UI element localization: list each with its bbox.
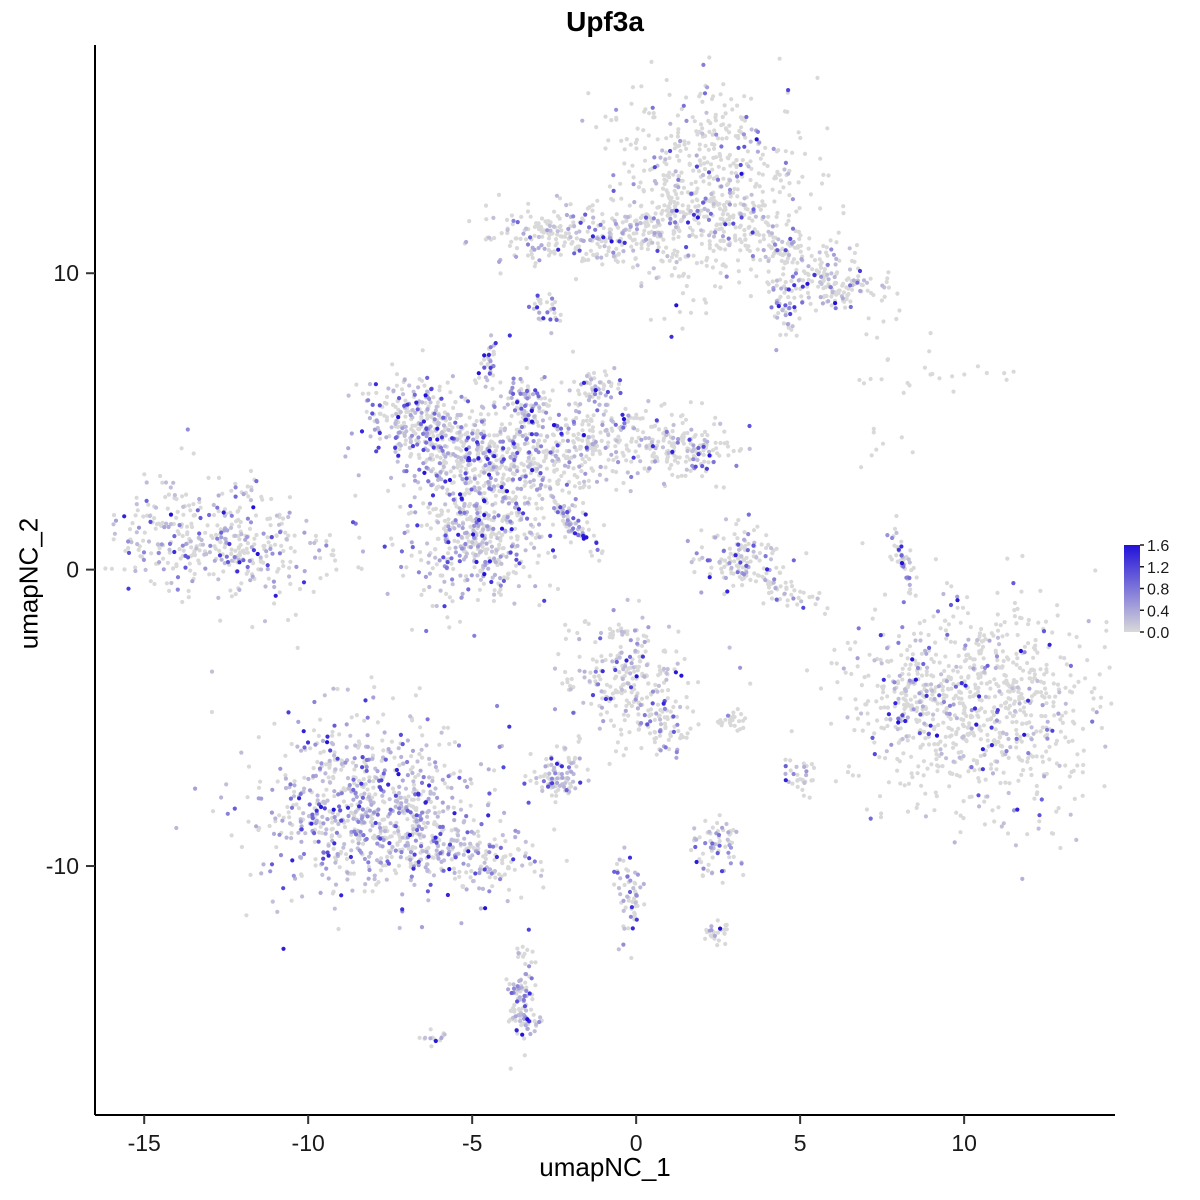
x-axis-label: umapNC_1 bbox=[539, 1152, 671, 1182]
axes: -15 -10 -5 0 5 10 10 0 -10 bbox=[46, 45, 1115, 1156]
legend-tick-label: 1.2 bbox=[1147, 560, 1169, 577]
x-tick-label: -15 bbox=[128, 1130, 161, 1156]
legend-tick-label: 1.6 bbox=[1147, 538, 1169, 555]
y-axis-label: umapNC_2 bbox=[13, 517, 44, 650]
legend-tick-label: 0.8 bbox=[1147, 582, 1169, 599]
y-tick-label: -10 bbox=[46, 853, 79, 879]
legend-tick-label: 0.4 bbox=[1147, 603, 1169, 620]
x-tick-label: 5 bbox=[794, 1130, 807, 1156]
x-tick-label: 0 bbox=[630, 1130, 643, 1156]
legend-gradient-bar bbox=[1124, 545, 1140, 632]
cell-points-layer bbox=[103, 55, 1114, 1071]
x-tick-label: -5 bbox=[462, 1130, 482, 1156]
y-tick-label: 0 bbox=[66, 557, 79, 583]
x-tick-label: -10 bbox=[292, 1130, 325, 1156]
legend-tick-label: 0.0 bbox=[1147, 625, 1169, 642]
x-tick-label: 10 bbox=[951, 1130, 977, 1156]
colorbar-legend: 1.6 1.2 0.8 0.4 0.0 bbox=[1124, 538, 1169, 642]
plot-title: Upf3a bbox=[566, 6, 644, 37]
y-tick-label: 10 bbox=[53, 260, 79, 286]
